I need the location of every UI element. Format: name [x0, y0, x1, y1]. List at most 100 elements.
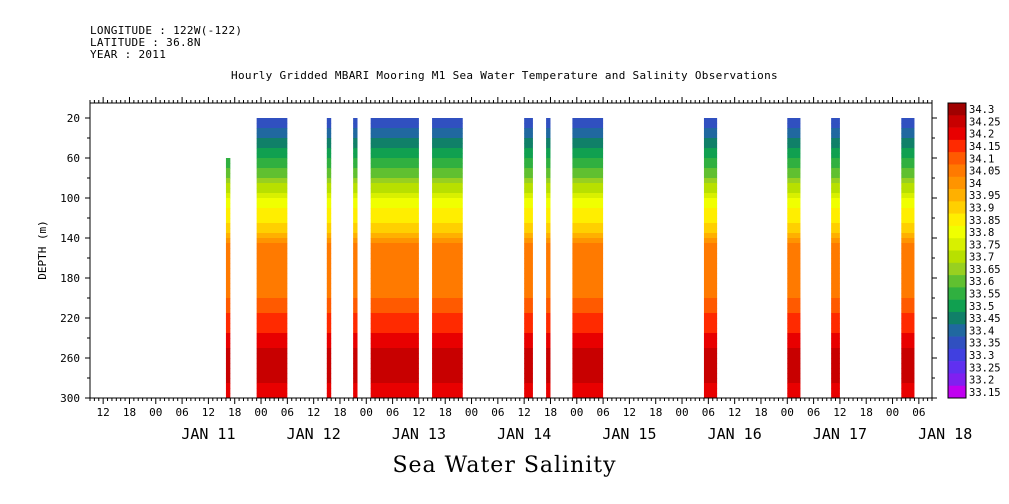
- data-cell: [572, 273, 604, 279]
- data-cell: [572, 168, 604, 174]
- colorbar-swatch: [948, 225, 966, 239]
- data-cell: [225, 233, 231, 239]
- data-cell: [353, 258, 358, 264]
- data-cell: [353, 318, 358, 324]
- data-cell: [831, 338, 840, 344]
- data-cell: [546, 268, 551, 274]
- data-cell: [524, 128, 533, 134]
- data-cell: [901, 258, 915, 264]
- data-cell: [703, 228, 718, 234]
- data-cell: [703, 373, 718, 379]
- data-cell: [326, 223, 332, 229]
- data-cell: [353, 293, 358, 299]
- data-cell: [572, 323, 604, 329]
- data-cell: [901, 263, 915, 269]
- data-cell: [524, 333, 533, 339]
- data-cell: [572, 373, 604, 379]
- data-cell: [256, 363, 288, 369]
- colorbar-swatch: [948, 385, 966, 399]
- data-cell: [353, 153, 358, 159]
- data-cell: [901, 233, 915, 239]
- x-tick-label: 00: [360, 406, 373, 419]
- x-tick-label: 18: [333, 406, 346, 419]
- data-cell: [546, 288, 551, 294]
- data-cell: [225, 313, 231, 319]
- y-tick-label: 100: [60, 192, 80, 205]
- data-cell: [546, 368, 551, 374]
- data-cell: [432, 198, 463, 204]
- colorbar-label: 33.4: [969, 325, 994, 337]
- colorbar-label: 33.65: [969, 264, 1001, 276]
- data-cell: [524, 138, 533, 144]
- data-cell: [524, 263, 533, 269]
- x-tick-label: 12: [623, 406, 636, 419]
- data-cell: [370, 178, 419, 184]
- data-cell: [225, 343, 231, 349]
- data-cell: [370, 328, 419, 334]
- data-cell: [353, 168, 358, 174]
- data-cell: [831, 308, 840, 314]
- data-cell: [787, 238, 801, 244]
- data-cell: [432, 138, 463, 144]
- data-cell: [787, 118, 801, 124]
- data-cell: [432, 203, 463, 209]
- data-cell: [256, 358, 288, 364]
- colorbar-swatch: [948, 336, 966, 350]
- data-cell: [546, 298, 551, 304]
- data-cell: [546, 198, 551, 204]
- data-cell: [256, 123, 288, 129]
- data-cell: [787, 163, 801, 169]
- data-cell: [353, 208, 358, 214]
- data-cell: [432, 328, 463, 334]
- data-cell: [370, 388, 419, 394]
- data-cell: [370, 293, 419, 299]
- data-cell: [831, 223, 840, 229]
- data-cell: [703, 358, 718, 364]
- data-cell: [831, 323, 840, 329]
- data-cell: [524, 363, 533, 369]
- colorbar-label: 34.05: [969, 166, 1001, 178]
- data-cell: [524, 348, 533, 354]
- data-cell: [370, 253, 419, 259]
- x-day-label: JAN 18: [918, 425, 972, 443]
- colorbar-swatch: [948, 262, 966, 276]
- x-tick-label: 00: [254, 406, 267, 419]
- y-tick-label: 140: [60, 232, 80, 245]
- data-cell: [225, 238, 231, 244]
- colorbar-swatch: [948, 115, 966, 128]
- data-cell: [432, 213, 463, 219]
- x-tick-label: 18: [754, 406, 767, 419]
- data-block: [370, 118, 419, 399]
- data-cell: [546, 138, 551, 144]
- data-cell: [901, 328, 915, 334]
- data-cell: [256, 313, 288, 319]
- data-cell: [524, 248, 533, 254]
- data-block: [256, 118, 288, 399]
- data-cell: [225, 278, 231, 284]
- data-cell: [572, 173, 604, 179]
- data-cell: [370, 303, 419, 309]
- data-cell: [787, 303, 801, 309]
- data-cell: [572, 158, 604, 164]
- data-cell: [787, 123, 801, 129]
- y-tick-label: 180: [60, 272, 80, 285]
- colorbar-swatch: [948, 189, 966, 202]
- data-cell: [901, 163, 915, 169]
- data-cell: [572, 193, 604, 199]
- data-cell: [524, 183, 533, 189]
- data-cell: [326, 338, 332, 344]
- data-cell: [432, 153, 463, 159]
- data-cell: [432, 158, 463, 164]
- y-tick-label: 220: [60, 312, 80, 325]
- data-cell: [901, 183, 915, 189]
- data-cell: [524, 318, 533, 324]
- data-cell: [432, 178, 463, 184]
- data-cell: [831, 273, 840, 279]
- data-cell: [432, 373, 463, 379]
- data-cell: [901, 273, 915, 279]
- data-cell: [326, 163, 332, 169]
- data-cell: [353, 308, 358, 314]
- data-cell: [524, 273, 533, 279]
- data-cell: [572, 318, 604, 324]
- data-cell: [353, 248, 358, 254]
